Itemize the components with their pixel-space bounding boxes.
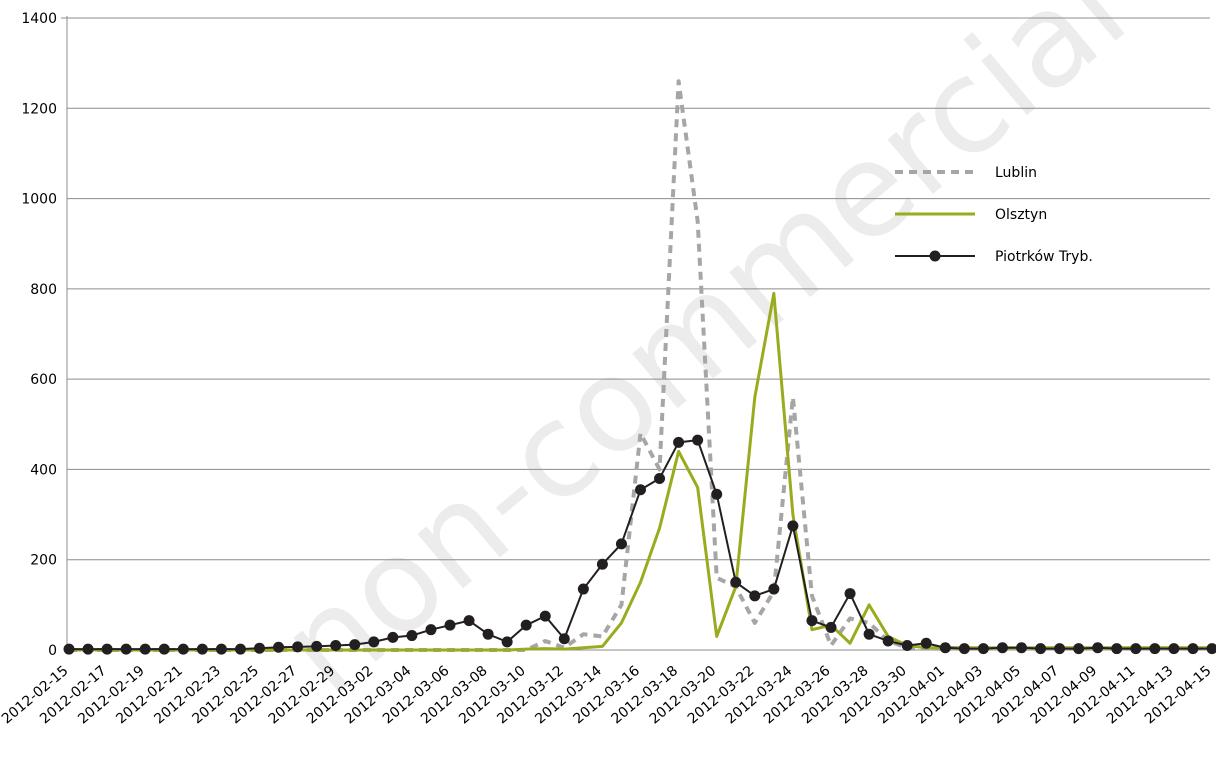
data-point: [673, 436, 685, 448]
x-tick-labels: 2012-02-152012-02-172012-02-192012-02-21…: [0, 663, 1215, 728]
y-tick-label: 1000: [21, 192, 57, 208]
series-layer: [63, 79, 1216, 655]
x-tick-label: 2012-04-15: [1142, 663, 1215, 728]
data-point: [82, 643, 94, 655]
y-tick-label: 200: [30, 553, 57, 569]
data-point: [1016, 642, 1027, 654]
legend-item: Lublin: [895, 165, 1037, 181]
data-point: [711, 488, 723, 500]
data-point: [101, 643, 113, 655]
legend-item: Olsztyn: [895, 207, 1047, 223]
data-point: [425, 624, 437, 636]
data-point: [635, 484, 646, 496]
data-point: [501, 636, 513, 648]
data-point: [1149, 643, 1161, 655]
data-point: [920, 637, 932, 649]
data-point: [558, 633, 570, 645]
y-tick-labels: 0 200 400 600 800 1000 1200 1400: [21, 11, 57, 659]
data-point: [539, 610, 551, 622]
data-point: [482, 628, 494, 640]
data-point: [615, 538, 627, 550]
data-point: [234, 643, 246, 655]
data-point: [863, 628, 875, 640]
y-tick-label: 0: [48, 643, 57, 659]
data-point: [1130, 643, 1142, 655]
y-tick-label: 600: [30, 372, 57, 388]
data-point: [139, 643, 151, 655]
data-point: [692, 434, 704, 446]
data-point: [901, 639, 913, 651]
data-point: [977, 643, 989, 655]
data-point: [444, 619, 456, 631]
y-tick-label: 800: [30, 282, 57, 298]
data-point: [1111, 643, 1123, 655]
data-point: [1035, 643, 1047, 655]
data-point: [1073, 643, 1085, 655]
series-2: [63, 434, 1216, 655]
data-point: [311, 640, 323, 652]
data-point: [1168, 643, 1180, 655]
data-point: [254, 642, 265, 654]
data-point: [215, 643, 227, 655]
data-point: [406, 630, 418, 642]
data-point: [996, 642, 1008, 654]
data-point: [330, 639, 342, 651]
legend-label: Olsztyn: [995, 207, 1047, 223]
y-tick-label: 1200: [21, 101, 57, 117]
y-tick-label: 400: [30, 462, 57, 478]
legend-label: Lublin: [995, 165, 1037, 181]
data-point: [882, 635, 894, 647]
legend-label: Piotrków Tryb.: [995, 249, 1093, 265]
data-point: [806, 615, 818, 627]
data-point: [368, 636, 380, 648]
data-point: [387, 631, 399, 643]
data-point: [844, 588, 856, 600]
data-point: [577, 583, 589, 595]
data-point: [463, 615, 475, 627]
data-point: [196, 643, 208, 655]
legend: Lublin Olsztyn Piotrków Tryb.: [895, 165, 1093, 265]
data-point: [273, 641, 285, 653]
legend-item: Piotrków Tryb.: [895, 249, 1093, 265]
data-point: [749, 590, 761, 602]
data-point: [1092, 642, 1104, 654]
data-point: [120, 643, 132, 655]
data-point: [654, 472, 666, 484]
y-tick-label: 1400: [21, 11, 57, 27]
data-point: [730, 576, 742, 588]
data-point: [1206, 643, 1216, 655]
data-point: [939, 642, 951, 654]
data-point: [958, 643, 970, 655]
data-point: [768, 583, 780, 595]
data-point: [825, 621, 837, 633]
data-point: [520, 619, 532, 631]
data-point: [63, 643, 75, 655]
data-point: [158, 643, 170, 655]
data-point: [787, 520, 799, 532]
data-point: [292, 641, 304, 653]
data-point: [177, 643, 189, 655]
legend-marker: [929, 250, 941, 262]
data-point: [1054, 643, 1066, 655]
data-point: [1187, 643, 1199, 655]
data-point: [596, 558, 608, 570]
data-point: [349, 639, 361, 651]
